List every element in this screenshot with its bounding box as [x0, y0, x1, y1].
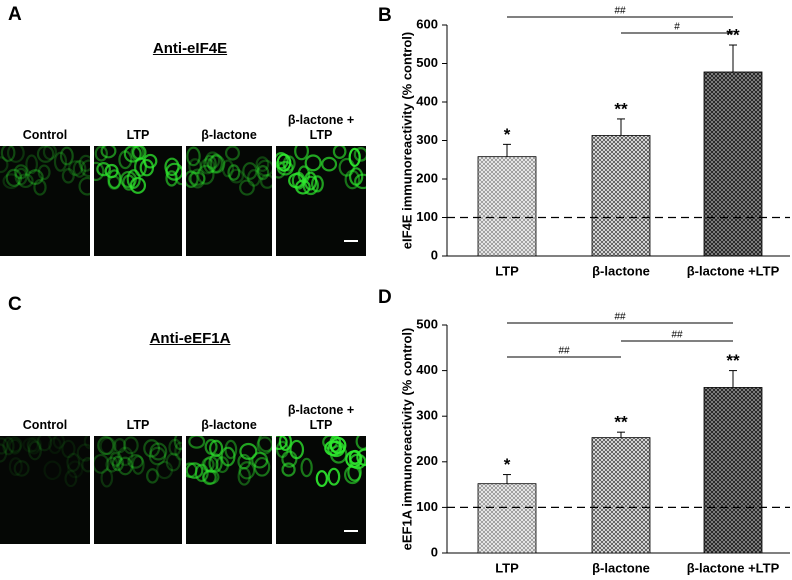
y-tick-label: 500	[416, 316, 438, 331]
x-tick-label: LTP	[495, 560, 519, 575]
bar	[477, 156, 537, 257]
y-tick-label: 0	[431, 247, 438, 262]
y-tick-label: 0	[431, 544, 438, 559]
column-label: β-lactone	[201, 128, 257, 142]
x-tick-label: β-lactone +LTP	[687, 263, 780, 278]
y-tick-label: 500	[416, 55, 438, 70]
micrograph-content	[186, 436, 272, 486]
significance-mark: *	[504, 455, 511, 474]
y-tick-label: 200	[416, 453, 438, 468]
y-axis-label: eEF1A immunoreactivity (% control)	[399, 328, 414, 551]
micrograph	[0, 146, 90, 256]
column-label: β-lactone + LTP	[287, 113, 355, 142]
micrograph	[186, 146, 272, 256]
micrograph-content	[186, 146, 272, 196]
column-label: Control	[22, 418, 68, 432]
significance-mark: **	[726, 351, 740, 370]
column-label: LTP	[126, 128, 150, 142]
panel-title: Anti-eEF1A	[149, 330, 231, 347]
y-tick-label: 300	[416, 408, 438, 423]
panel-letter: A	[8, 4, 22, 25]
micrograph	[276, 436, 366, 544]
y-axis-label: eIF4E immunoreactivity (% control)	[399, 32, 414, 249]
x-tick-label: β-lactone +LTP	[687, 560, 780, 575]
comparison-label: ##	[558, 346, 570, 357]
micrograph	[186, 436, 272, 544]
panel-letter: C	[8, 294, 22, 315]
panel-letter: D	[378, 287, 392, 308]
micrograph	[0, 436, 90, 544]
y-tick-label: 100	[416, 499, 438, 514]
y-tick-label: 200	[416, 170, 438, 185]
panel-title: Anti-eIF4E	[152, 40, 228, 57]
significance-mark: **	[726, 26, 740, 45]
column-label: β-lactone	[201, 418, 257, 432]
column-label: β-lactone + LTP	[287, 403, 355, 432]
bar	[477, 483, 537, 554]
y-tick-label: 300	[416, 132, 438, 147]
micrograph	[276, 146, 366, 256]
micrograph-content	[0, 436, 90, 488]
x-tick-label: β-lactone	[592, 560, 650, 575]
x-tick-label: β-lactone	[592, 263, 650, 278]
y-tick-label: 400	[416, 362, 438, 377]
bar	[703, 71, 763, 257]
panel-letter: B	[378, 5, 392, 26]
x-tick-label: LTP	[495, 263, 519, 278]
micrograph-content	[276, 146, 366, 242]
y-tick-label: 100	[416, 209, 438, 224]
significance-mark: *	[504, 125, 511, 144]
column-label: LTP	[126, 418, 150, 432]
micrograph-content	[276, 436, 366, 532]
micrograph-content	[94, 146, 182, 194]
y-tick-label: 600	[416, 16, 438, 31]
comparison-label: ##	[614, 6, 626, 17]
micrograph	[94, 436, 182, 544]
comparison-label: #	[674, 22, 680, 33]
y-tick-label: 400	[416, 93, 438, 108]
micrograph	[94, 146, 182, 256]
significance-mark: **	[614, 413, 628, 432]
bar	[591, 135, 651, 257]
micrograph-content	[0, 146, 90, 196]
comparison-label: ##	[614, 312, 626, 323]
micrograph-content	[94, 436, 182, 488]
bar	[591, 437, 651, 554]
comparison-label: ##	[671, 330, 683, 341]
significance-mark: **	[614, 99, 628, 118]
bar	[703, 387, 763, 554]
column-label: Control	[22, 128, 68, 142]
